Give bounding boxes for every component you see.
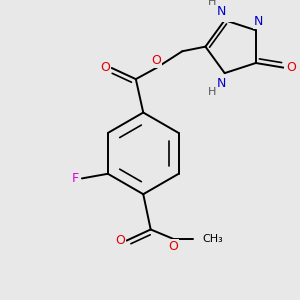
Text: N: N — [217, 5, 226, 18]
Text: O: O — [168, 240, 178, 253]
Text: O: O — [151, 54, 161, 67]
Text: N: N — [217, 77, 226, 90]
Text: O: O — [100, 61, 110, 74]
Text: CH₃: CH₃ — [202, 234, 224, 244]
Text: CH₃: CH₃ — [202, 234, 224, 244]
Text: N: N — [254, 15, 263, 28]
Text: H: H — [208, 87, 216, 97]
Text: F: F — [72, 172, 79, 185]
Text: O: O — [286, 61, 296, 74]
Text: O: O — [115, 234, 125, 247]
Text: H: H — [208, 0, 216, 7]
